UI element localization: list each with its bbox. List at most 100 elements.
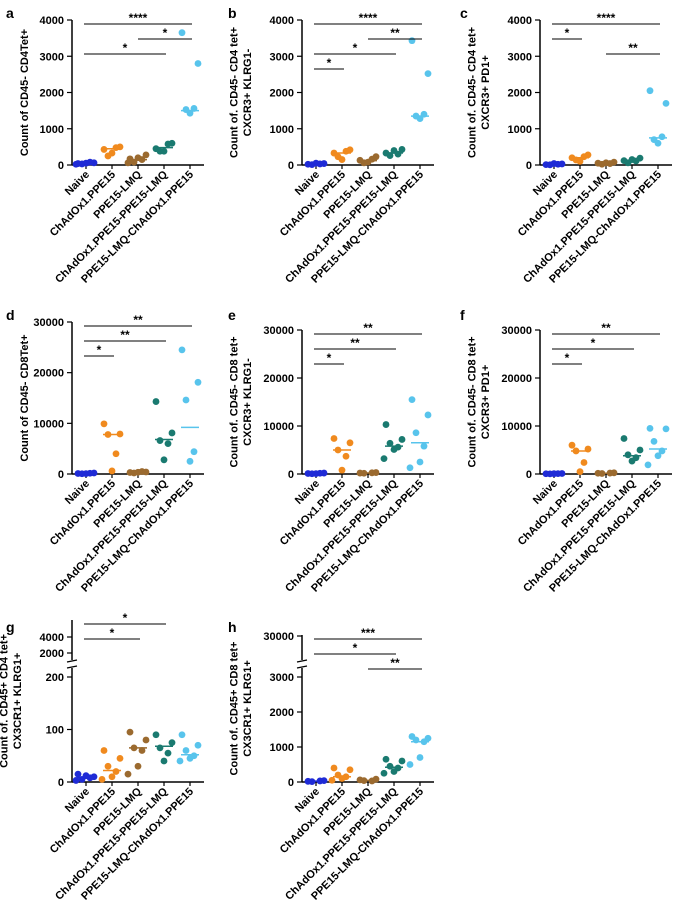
data-point (100, 747, 108, 754)
y-axis-label-line: Count of. CD45- CD8 tet+ (229, 336, 241, 467)
data-point (186, 109, 194, 117)
axis-break-mark (296, 659, 308, 663)
significance-label: **** (359, 11, 378, 25)
data-point (98, 775, 106, 783)
y-axis-label-line: CXCR3+ KLRG1- (242, 358, 254, 446)
y-axis-label-line: CXCR3+ PD1+ (480, 55, 492, 130)
data-point (620, 435, 628, 442)
y-tick-label: 20000 (33, 368, 64, 380)
y-tick-label: 10000 (501, 421, 532, 433)
data-point (182, 747, 190, 754)
y-axis-label-line: CXCR3+ KLRG1- (242, 48, 254, 136)
data-point (190, 448, 198, 456)
y-tick-label: 0 (526, 469, 532, 481)
data-point (108, 149, 116, 157)
significance-label: * (97, 343, 102, 357)
data-point (420, 442, 428, 450)
y-axis-label-line: Count of. CD45- CD4 tet+ (229, 27, 241, 158)
data-point (72, 160, 80, 168)
y-tick-label: 20000 (263, 373, 294, 385)
y-axis-label-line: Count of. CD45+ CD4 tet+ (0, 634, 11, 768)
y-tick-label: 10000 (33, 418, 64, 430)
y-tick-label: 0 (58, 469, 64, 481)
y-tick-label: 4000 (508, 15, 532, 27)
axis-break-mark (66, 665, 78, 669)
y-axis-label: Count of CD45- CD4Tet+ (19, 29, 31, 156)
y-axis-label: Count of. CD45- CD4 tet+CXCR3+ PD1+ (467, 27, 492, 158)
y-axis-label-line: Count of. CD45- CD4 tet+ (467, 27, 479, 158)
data-point (168, 429, 176, 437)
y-tick-label: 10000 (263, 421, 294, 433)
data-point (72, 777, 80, 784)
data-point (398, 436, 406, 443)
y-axis-label-line: CX3CR1+ KLRG1+ (12, 653, 24, 750)
data-point (646, 425, 654, 432)
data-point (138, 747, 146, 754)
significance-label: ** (133, 313, 143, 327)
y-tick-label: 30000 (263, 325, 294, 337)
data-point (662, 99, 670, 107)
panel-letter: b (228, 5, 237, 21)
data-point (398, 757, 406, 765)
data-point (406, 464, 414, 472)
data-point (178, 29, 186, 37)
y-tick-label: 200 (46, 672, 64, 684)
y-tick-label: 0 (526, 160, 532, 172)
data-point (382, 421, 390, 428)
panel-c: c 0 1000 2000 3000 4000 Count of. CD45- CD4 te… (460, 5, 672, 286)
y-tick-label: 3000 (270, 672, 294, 684)
data-point (124, 159, 132, 167)
significance-label: * (123, 41, 128, 55)
data-point (164, 440, 172, 447)
data-point (390, 147, 398, 154)
panel-letter: a (6, 5, 14, 21)
data-point (330, 435, 338, 442)
data-point (624, 451, 632, 459)
data-point (412, 429, 420, 437)
data-point (160, 456, 168, 464)
data-point (116, 754, 124, 762)
panel-letter: f (460, 307, 465, 323)
data-point (644, 461, 652, 469)
data-point (194, 378, 202, 386)
data-point (346, 766, 354, 774)
panel-e: e 0 10000 20000 30000 Count of. CD45- CD8 tet… (228, 307, 434, 595)
data-point (152, 731, 160, 739)
significance-label: **** (129, 11, 148, 25)
significance-label: * (327, 351, 332, 365)
y-axis-label-line: CXCR3+ PD1+ (480, 365, 492, 440)
data-point (186, 754, 194, 762)
y-tick-label: 1000 (270, 124, 294, 136)
y-tick-label: 3000 (270, 51, 294, 63)
panel-letter: c (460, 5, 468, 21)
y-tick-label: 1000 (508, 124, 532, 136)
y-axis-label: Count of. CD45- CD4 tet+CXCR3+ KLRG1- (229, 27, 254, 158)
data-point (104, 762, 112, 770)
significance-label: * (591, 336, 596, 350)
y-tick-label: 2000 (508, 88, 532, 100)
data-point (186, 457, 194, 465)
y-tick-label: 20000 (501, 373, 532, 385)
y-tick-label: 100 (46, 725, 64, 737)
panel-b: b 0 1000 2000 3000 4000 Count of. CD45- CD4 te… (228, 5, 434, 286)
data-point (416, 458, 424, 466)
data-point (194, 60, 202, 67)
axis-break-mark (296, 665, 308, 669)
panel-a: a 0 1000 2000 3000 4000 Count of CD45- CD4Tet+… (6, 5, 204, 286)
y-tick-label: 4000 (270, 15, 294, 27)
data-point (408, 37, 416, 45)
y-axis-label: Count of. CD45+ CD4 tet+CX3CR1+ KLRG1+ (0, 634, 24, 768)
data-point (182, 396, 190, 404)
significance-label: * (565, 351, 570, 365)
data-point (382, 755, 390, 763)
panel-letter: d (6, 307, 15, 323)
data-point (338, 156, 346, 163)
y-tick-label: 0 (288, 160, 294, 172)
y-axis-label-line: CX3CR1+ KLRG1+ (242, 660, 254, 757)
y-tick-label: 4000 (40, 632, 64, 644)
data-point (416, 754, 424, 761)
panel-letter: h (228, 619, 237, 635)
significance-label: * (163, 26, 168, 40)
